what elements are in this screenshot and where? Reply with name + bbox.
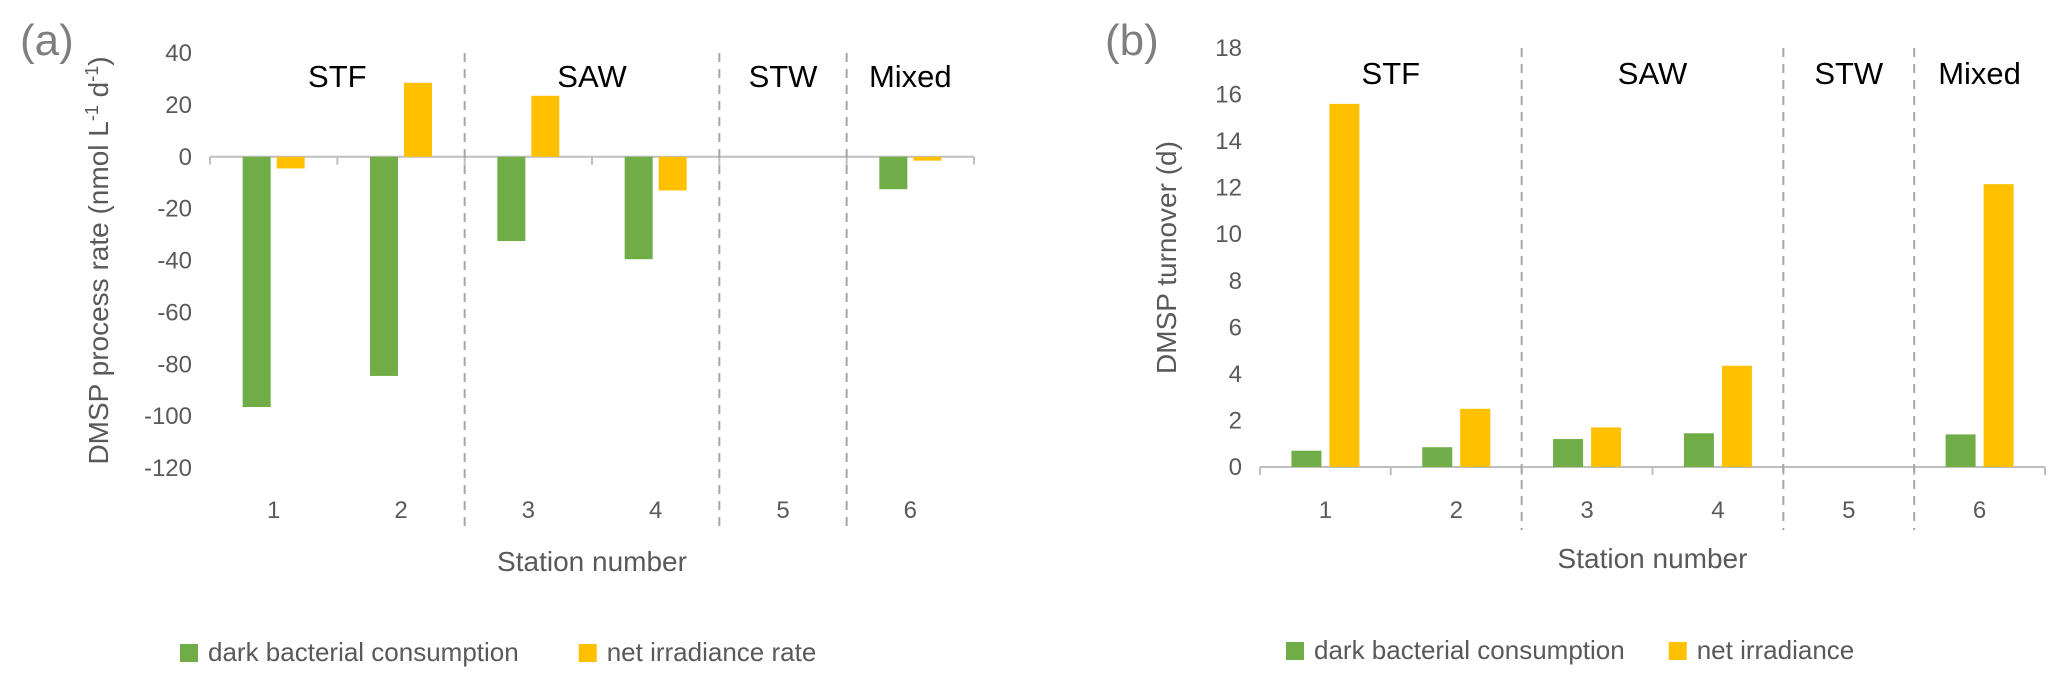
chart-a-bar-series-2 [531, 95, 560, 157]
chart-b-region-label: SAW [1618, 56, 1688, 91]
chart-b-bar-series-1 [1553, 439, 1584, 467]
chart-a-bar-series-1 [879, 156, 908, 190]
chart-a-y-tick-label: 20 [165, 92, 192, 119]
chart-b-panel-label: (b) [1105, 16, 1159, 65]
chart-b-y-tick-label: 14 [1215, 128, 1242, 155]
chart-b-y-tick-label: 4 [1229, 361, 1242, 388]
chart-a-region-label: SAW [557, 59, 627, 94]
chart-b-x-tick-label: 6 [1973, 497, 1986, 524]
chart-b-legend-swatch [1668, 642, 1687, 660]
chart-b-y-tick-label: 10 [1215, 221, 1242, 248]
chart-a-x-axis-title: Station number [497, 546, 687, 577]
chart-a-y-tick-label: -40 [157, 248, 192, 275]
chart-b-bar-series-1 [1291, 450, 1322, 467]
chart-a-panel-label: (a) [20, 16, 74, 65]
chart-b-bar-series-2 [1329, 103, 1360, 467]
chart-b-legend-label: dark bacterial consumption [1314, 635, 1625, 665]
chart-b-bar-series-2 [1721, 365, 1752, 467]
chart-a-y-tick-label: -100 [144, 403, 192, 430]
chart-a-x-tick-label: 6 [904, 497, 917, 524]
chart-b-y-tick-label: 2 [1229, 407, 1242, 434]
chart-b-y-tick-label: 0 [1229, 454, 1242, 481]
chart-a-legend-label: dark bacterial consumption [208, 637, 519, 667]
y-axis-title-part: ) [83, 56, 114, 65]
chart-a-x-tick-label: 1 [267, 497, 280, 524]
chart-b-x-tick-label: 4 [1711, 497, 1724, 524]
chart-a-bar-series-1 [370, 156, 398, 376]
chart-b-x-axis-title: Station number [1558, 543, 1748, 574]
chart-a-bar-series-2 [913, 156, 942, 161]
chart-b-region-label: Mixed [1938, 56, 2021, 91]
chart-a-bar-series-1 [242, 156, 271, 408]
chart-panel-b: (b) 18 16 14 12 10 8 6 4 2 0 DMSP turnover (d) STF SA… [1100, 0, 2067, 689]
chart-b-y-tick-label: 12 [1215, 175, 1242, 202]
chart-b-bar-series-1 [1945, 434, 1976, 467]
chart-b-region-label: STW [1814, 56, 1884, 91]
y-axis-title-superscript: -1 [82, 105, 102, 121]
chart-b-bar-series-1 [1683, 433, 1714, 467]
chart-b-legend-label: net irradiance [1697, 635, 1855, 665]
chart-b-y-tick-label: 8 [1229, 268, 1242, 295]
chart-b-y-tick-label: 6 [1229, 314, 1242, 341]
chart-b-x-tick-label: 5 [1842, 497, 1855, 524]
chart-b-legend-swatch [1286, 642, 1304, 660]
chart-a-y-tick-label: -120 [144, 455, 192, 482]
chart-a-region-label: STF [308, 59, 367, 94]
chart-a-y-tick-label: 0 [179, 144, 192, 171]
chart-a-y-tick-label: 40 [165, 40, 192, 67]
chart-b-bar-series-1 [1422, 447, 1453, 467]
chart-b-x-tick-label: 3 [1580, 497, 1593, 524]
chart-a-legend-swatch [578, 644, 597, 662]
chart-b-x-tick-label: 2 [1450, 497, 1463, 524]
chart-a-bar-series-1 [497, 156, 526, 242]
chart-a-x-tick-label: 3 [522, 497, 535, 524]
chart-a-legend-swatch [180, 644, 198, 662]
chart-b-x-tick-label: 1 [1319, 497, 1332, 524]
chart-b-region-label: STF [1362, 56, 1421, 91]
chart-b-bar-series-2 [1460, 408, 1491, 467]
y-axis-title-superscript: -1 [82, 66, 102, 82]
chart-a-bar-series-1 [624, 156, 653, 260]
chart-b-y-tick-label: 16 [1215, 82, 1242, 109]
chart-b-y-tick-label: 18 [1215, 35, 1242, 62]
chart-a-bar-series-2 [658, 156, 687, 191]
chart-a-x-tick-label: 5 [776, 497, 789, 524]
y-axis-title-part: d [83, 82, 114, 105]
chart-a-bar-series-2 [404, 82, 432, 157]
chart-b-y-axis-title: DMSP turnover (d) [1151, 141, 1182, 374]
chart-b-bar-series-2 [1591, 427, 1622, 467]
chart-a-x-tick-label: 4 [649, 497, 662, 524]
chart-a-svg: (a) 40 20 0 -20 -40 -60 -80 -100 -120 DMSP process… [20, 16, 975, 667]
chart-a-y-tick-label: -60 [157, 299, 192, 326]
chart-a-y-tick-label: -80 [157, 351, 192, 378]
chart-panel-a: (a) 40 20 0 -20 -40 -60 -80 -100 -120 DMSP process… [20, 16, 975, 667]
chart-a-x-tick-label: 2 [394, 497, 407, 524]
chart-a-region-label: Mixed [869, 59, 952, 94]
chart-a-y-axis-title: DMSP process rate (nmol L-1 d-1) [82, 56, 114, 464]
y-axis-title-part: DMSP process rate (nmol L [83, 121, 114, 464]
chart-a-y-tick-label: -20 [157, 196, 192, 223]
chart-a-region-label: STW [749, 59, 819, 94]
chart-b-bar-series-2 [1983, 184, 2014, 468]
chart-a-bar-series-2 [276, 156, 305, 169]
chart-a-legend-label: net irradiance rate [607, 637, 817, 667]
